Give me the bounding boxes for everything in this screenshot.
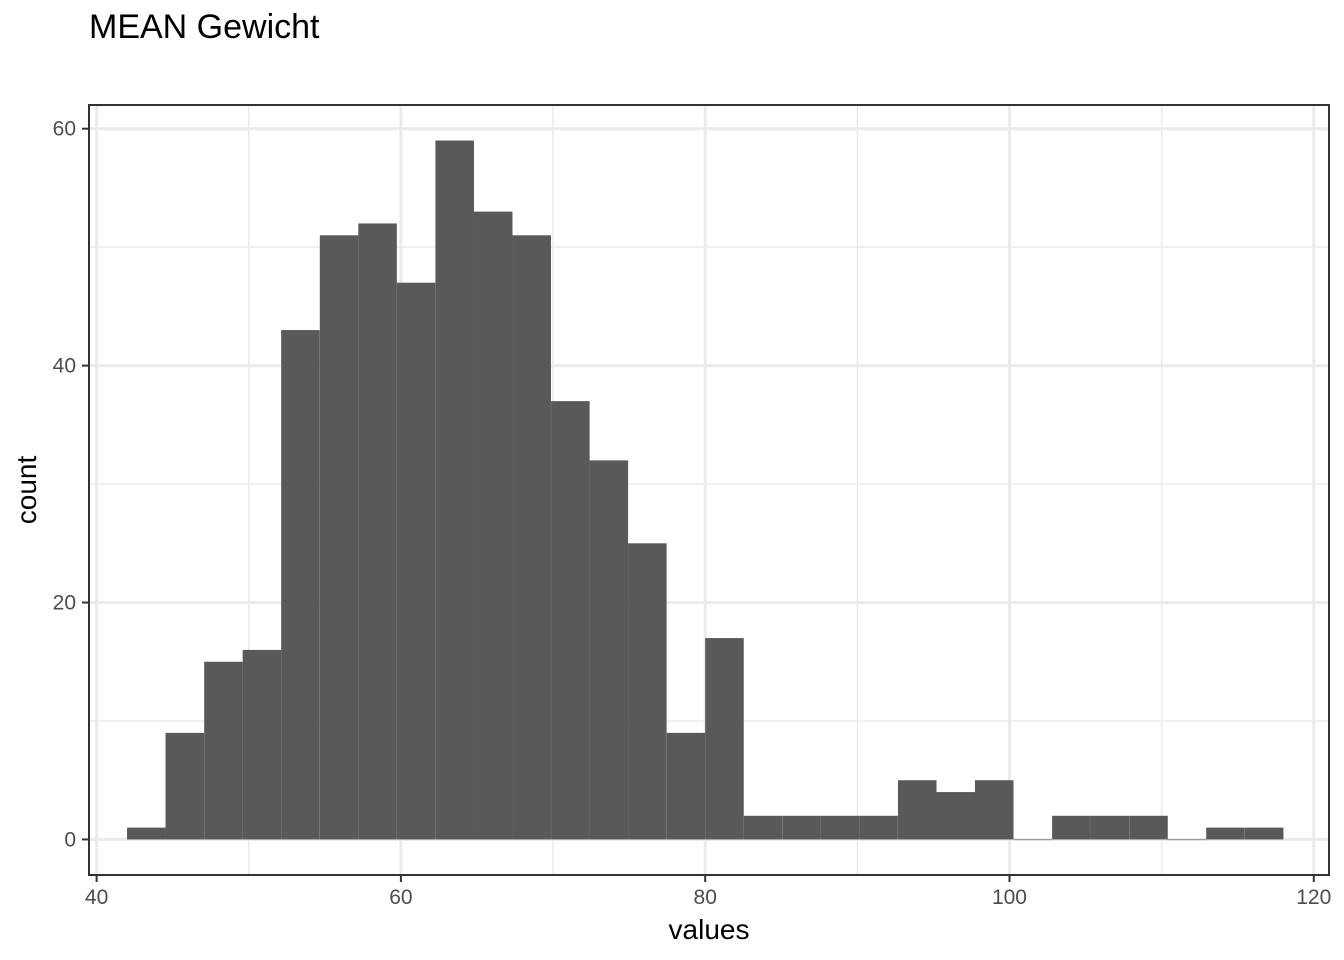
- histogram-bar: [435, 140, 474, 840]
- x-axis-title: values: [669, 914, 750, 945]
- x-tick-label: 100: [992, 886, 1027, 909]
- histogram-bar: [281, 330, 320, 840]
- histogram-bar: [897, 780, 937, 840]
- histogram-bar: [589, 460, 629, 840]
- histogram-bar: [936, 792, 976, 840]
- histogram-bar: [1206, 827, 1245, 840]
- histogram-bar: [974, 780, 1014, 840]
- chart-title: MEAN Gewicht: [89, 8, 320, 46]
- histogram-bar: [1013, 839, 1053, 841]
- y-tick-label: 0: [64, 828, 76, 851]
- y-tick-label: 40: [53, 355, 76, 378]
- histogram-bar: [165, 732, 205, 840]
- plot-panel-border: [88, 104, 1330, 876]
- histogram-bar: [628, 543, 667, 840]
- histogram-bar: [473, 211, 513, 840]
- histogram-bar: [358, 223, 397, 840]
- histogram-bar: [1129, 815, 1168, 840]
- histogram-bar: [1090, 815, 1130, 840]
- histogram-bar: [127, 827, 166, 840]
- histogram-bar: [782, 815, 821, 840]
- histogram-bar: [705, 638, 744, 840]
- histogram-bar: [859, 815, 898, 840]
- x-tick-label: 40: [85, 886, 108, 909]
- histogram-bar: [1167, 839, 1207, 841]
- histogram-bar: [204, 661, 243, 840]
- y-axis-title: count: [11, 456, 42, 525]
- histogram-bar: [1052, 815, 1091, 840]
- histogram-bar: [1244, 827, 1284, 840]
- x-tick-label: 80: [694, 886, 717, 909]
- x-tick-label: 120: [1296, 886, 1331, 909]
- y-tick-label: 20: [53, 592, 76, 615]
- histogram-bars: [127, 140, 1284, 841]
- histogram-bar: [319, 235, 359, 840]
- histogram-bar: [512, 235, 551, 840]
- x-axis-ticks: 40 60 80 100 120: [85, 875, 1331, 909]
- histogram-bar: [396, 282, 436, 840]
- histogram-bar: [242, 649, 282, 840]
- y-tick-label: 60: [53, 118, 76, 141]
- histogram-bar: [666, 732, 706, 840]
- y-axis-ticks: 0 20 40 60: [53, 118, 89, 851]
- histogram-bar: [551, 401, 590, 840]
- histogram-bar: [820, 815, 860, 840]
- x-tick-label: 60: [389, 886, 412, 909]
- histogram-bar: [743, 815, 783, 840]
